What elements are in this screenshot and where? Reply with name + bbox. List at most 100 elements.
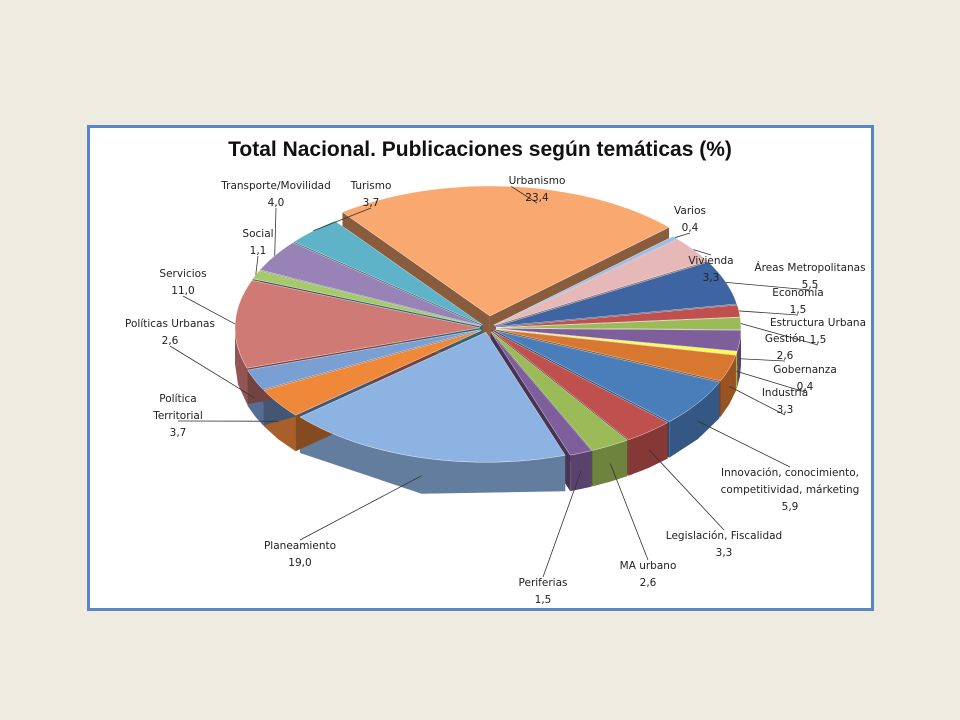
value-label: 2,6 bbox=[776, 350, 794, 362]
slice-side bbox=[235, 327, 248, 405]
value-label: 1,5 bbox=[534, 594, 552, 606]
value-label: 2,6 bbox=[161, 335, 179, 347]
slice-side bbox=[592, 440, 628, 487]
data-label: Áreas Metropolitanas 5,5 bbox=[754, 260, 865, 294]
data-label: Economía 1,5 bbox=[772, 285, 824, 319]
value-label: 0,4 bbox=[796, 381, 814, 393]
data-label: MA urbano 2,6 bbox=[620, 558, 677, 592]
leader-line bbox=[169, 345, 255, 399]
leader-line bbox=[739, 358, 786, 362]
leader-line bbox=[182, 295, 236, 325]
value-label: 5,5 bbox=[801, 279, 819, 291]
leader-line bbox=[609, 463, 649, 561]
leader-lines bbox=[169, 186, 819, 578]
category-label: Vivienda bbox=[688, 255, 734, 267]
leader-line bbox=[740, 323, 819, 346]
slice-side bbox=[570, 450, 592, 492]
data-label: Legislación, Fiscalidad 3,3 bbox=[666, 528, 782, 562]
category-label: Planeamiento bbox=[263, 540, 337, 552]
leader-line bbox=[675, 232, 691, 238]
category-label: Legislación, Fiscalidad bbox=[665, 530, 783, 542]
data-label: Urbanismo 23,4 bbox=[509, 173, 566, 207]
leader-line bbox=[648, 449, 725, 531]
data-label: Varios 0,4 bbox=[674, 203, 706, 237]
slice-side bbox=[737, 330, 741, 388]
leader-line bbox=[736, 370, 806, 393]
leader-line bbox=[729, 385, 786, 416]
leader-line bbox=[697, 420, 791, 468]
data-label: Estructura Urbana 1,5 bbox=[770, 315, 866, 349]
leader-line bbox=[542, 470, 582, 578]
data-label: Social 1,1 bbox=[242, 226, 273, 260]
slice bbox=[263, 330, 482, 416]
category-label: Política Territorial bbox=[153, 393, 203, 422]
value-label: 1,5 bbox=[789, 304, 807, 316]
category-label: Estructura Urbana bbox=[769, 317, 867, 329]
slice-side bbox=[628, 422, 668, 476]
slice bbox=[247, 329, 481, 390]
category-label: Varios bbox=[674, 205, 706, 217]
data-label: Políticas Urbanas 2,6 bbox=[125, 316, 215, 350]
value-label: 19,0 bbox=[288, 557, 312, 569]
value-label: 3,3 bbox=[715, 547, 733, 559]
data-label: Turismo 3,7 bbox=[351, 178, 392, 212]
data-label: Planeamiento 19,0 bbox=[264, 538, 336, 572]
data-label: Transporte/Movilidad 4,0 bbox=[221, 178, 330, 212]
data-label: Periferias 1,5 bbox=[519, 575, 568, 609]
data-label: Innovación, conocimiento, competitividad… bbox=[705, 465, 875, 516]
leader-line bbox=[274, 207, 277, 256]
slice bbox=[495, 329, 736, 382]
pie-tops bbox=[234, 185, 742, 463]
category-label: Políticas Urbanas bbox=[125, 318, 215, 330]
data-label: Servicios 11,0 bbox=[159, 266, 206, 300]
value-label: 2,6 bbox=[639, 577, 657, 589]
slice bbox=[493, 236, 678, 326]
slice bbox=[490, 331, 592, 456]
data-label: Política Territorial 3,7 bbox=[138, 391, 218, 442]
slice bbox=[299, 331, 566, 463]
leader-line bbox=[255, 255, 259, 275]
category-label: Turismo bbox=[350, 180, 392, 192]
category-label: Áreas Metropolitanas bbox=[754, 262, 866, 274]
value-label: 11,0 bbox=[171, 285, 195, 297]
slice bbox=[491, 331, 628, 451]
leader-line bbox=[511, 186, 538, 204]
slice-side bbox=[669, 382, 720, 458]
data-label: Gobernanza 0,4 bbox=[773, 362, 837, 396]
category-label: Transporte/Movilidad bbox=[221, 180, 331, 192]
category-label: Gobernanza bbox=[773, 364, 837, 376]
category-label: Economía bbox=[772, 287, 824, 299]
slice bbox=[494, 238, 708, 326]
leader-line bbox=[299, 475, 422, 541]
slice-side bbox=[735, 351, 738, 391]
value-label: 3,7 bbox=[362, 197, 380, 209]
category-label: Social bbox=[242, 228, 274, 240]
value-label: 4,0 bbox=[267, 197, 285, 209]
data-label: Vivienda 3,3 bbox=[688, 253, 733, 287]
category-label: Servicios bbox=[159, 268, 207, 280]
value-label: 1,1 bbox=[249, 245, 267, 257]
value-label: 1,5 bbox=[809, 334, 827, 346]
slice bbox=[252, 270, 481, 327]
leader-line bbox=[313, 207, 372, 232]
slice bbox=[495, 328, 738, 356]
category-label: Periferias bbox=[518, 577, 568, 589]
category-label: MA urbano bbox=[619, 560, 677, 572]
value-label: 0,4 bbox=[681, 222, 699, 234]
leader-line bbox=[725, 281, 811, 291]
slice bbox=[494, 330, 720, 422]
category-label: Innovación, conocimiento, competitividad… bbox=[720, 467, 860, 496]
slice bbox=[492, 331, 669, 440]
leader-line bbox=[738, 310, 799, 316]
value-label: 3,3 bbox=[776, 404, 794, 416]
leader-line bbox=[693, 249, 712, 256]
data-label: Industria 3,3 bbox=[762, 385, 808, 419]
value-label: 23,4 bbox=[525, 192, 549, 204]
category-label: Industria bbox=[761, 387, 809, 399]
category-label: Gestión bbox=[764, 333, 806, 345]
value-label: 3,3 bbox=[702, 272, 720, 284]
slice-side bbox=[720, 355, 736, 417]
value-label: 5,9 bbox=[781, 501, 799, 513]
